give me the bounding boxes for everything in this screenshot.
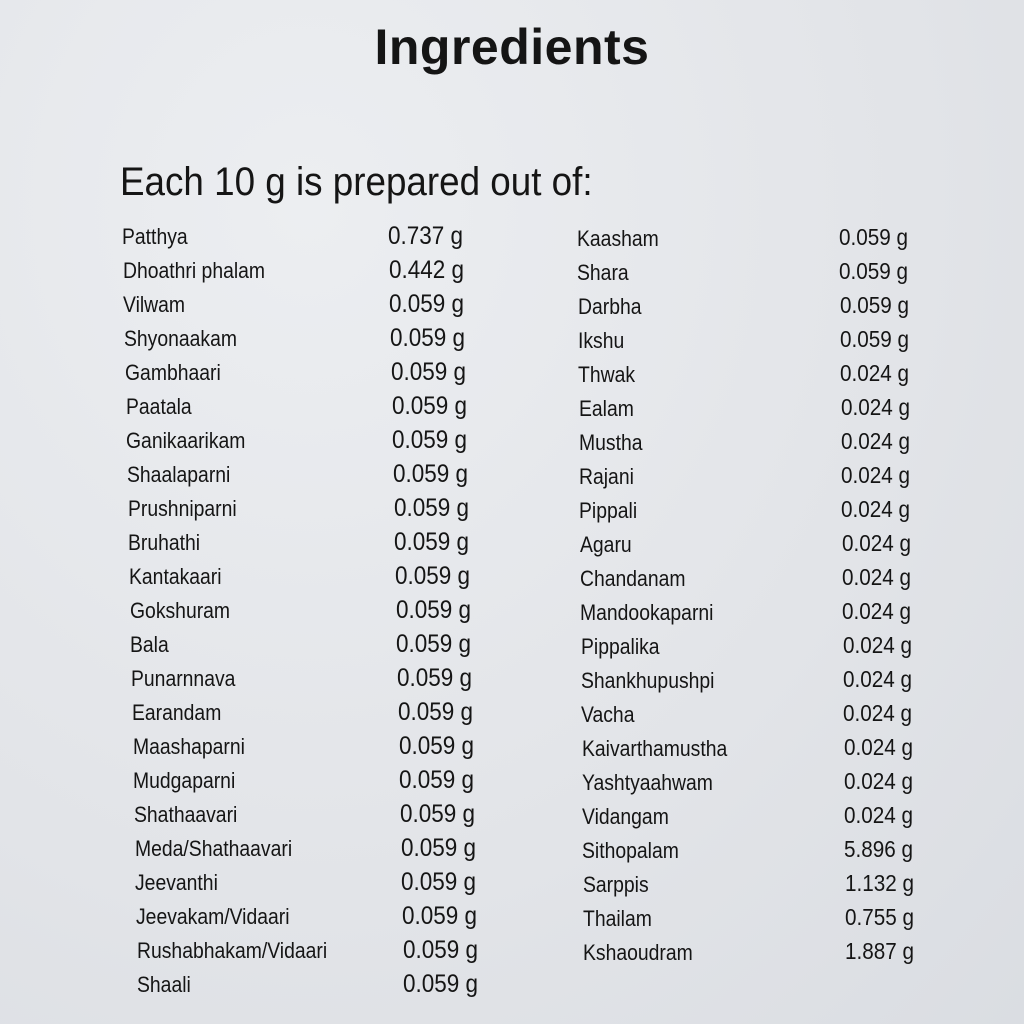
ingredient-name: Kshaoudram (583, 940, 694, 965)
ingredient-name: Vidangam (582, 804, 669, 829)
ingredient-amount: 0.024 g (841, 530, 911, 556)
ingredient-name: Vacha (581, 702, 635, 727)
ingredient-amount: 0.059 g (402, 902, 478, 930)
ingredient-name: Shaali (137, 972, 192, 997)
ingredient-name: Ealam (578, 396, 634, 421)
ingredient-amount: 0.024 g (843, 700, 913, 726)
ingredient-amount: 0.059 g (839, 258, 909, 284)
ingredient-amount: 0.059 g (401, 868, 477, 896)
ingredient-name: Dhoathri phalam (122, 258, 265, 283)
ingredient-amount: 0.024 g (842, 632, 912, 658)
ingredient-name: Shathaavari (133, 802, 238, 827)
ingredient-amount: 0.024 g (844, 802, 914, 828)
ingredient-name: Sithopalam (582, 838, 680, 863)
ingredient-name: Punarnnava (131, 666, 236, 691)
ingredient-name: Maashaparni (132, 734, 245, 759)
ingredient-amount: 0.059 g (403, 970, 479, 998)
ingredient-amount: 0.059 g (399, 766, 475, 794)
ingredient-name: Vilwam (123, 292, 186, 317)
ingredient-name: Gambhaari (124, 360, 221, 385)
ingredient-amount: 1.887 g (845, 938, 915, 964)
ingredient-name: Chandanam (580, 566, 686, 591)
ingredient-amount: 0.059 g (397, 698, 473, 726)
ingredient-name: Mandookaparni (580, 600, 714, 625)
subtitle: Each 10 g is prepared out of: (120, 160, 593, 204)
ingredient-name: Pippali (579, 498, 638, 523)
ingredient-amount: 0.059 g (399, 800, 475, 828)
ingredient-amount: 0.059 g (395, 596, 471, 624)
ingredient-name: Ikshu (577, 328, 625, 353)
ingredient-name: Mudgaparni (133, 768, 236, 793)
ingredient-amount: 0.059 g (839, 224, 909, 250)
ingredient-name: Shara (577, 260, 629, 285)
ingredient-amount: 0.059 g (391, 392, 467, 420)
ingredient-name: Jeevanthi (135, 870, 219, 895)
ingredient-amount: 0.059 g (395, 562, 471, 590)
ingredient-amount: 0.024 g (842, 564, 912, 590)
ingredient-amount: 0.059 g (400, 834, 476, 862)
ingredient-amount: 0.024 g (840, 394, 910, 420)
ingredient-name: Ganikaarikam (126, 428, 246, 453)
ingredient-amount: 0.024 g (840, 428, 910, 454)
ingredient-amount: 1.132 g (844, 870, 914, 896)
ingredient-name: Agaru (579, 532, 632, 557)
ingredient-name: Gokshuram (129, 598, 230, 623)
ingredient-amount: 0.059 g (389, 290, 465, 318)
ingredient-name: Bala (130, 632, 170, 657)
ingredient-amount: 0.059 g (392, 426, 468, 454)
ingredient-name: Darbha (577, 294, 642, 319)
ingredient-amount: 0.737 g (388, 222, 464, 250)
ingredient-amount: 0.024 g (841, 462, 911, 488)
ingredient-name: Paatala (125, 394, 192, 419)
ingredient-amount: 0.059 g (397, 664, 473, 692)
ingredient-amount: 0.059 g (396, 630, 472, 658)
ingredient-amount: 0.024 g (842, 598, 912, 624)
ingredient-name: Bruhathi (128, 530, 201, 555)
ingredient-amount: 0.024 g (843, 734, 913, 760)
ingredient-name: Kaivarthamustha (581, 736, 727, 761)
ingredient-name: Jeevakam/Vidaari (136, 904, 290, 929)
ingredient-name: Rushabhakam/Vidaari (136, 938, 327, 963)
ingredient-amount: 0.024 g (843, 768, 913, 794)
ingredient-name: Earandam (131, 700, 222, 725)
ingredient-amount: 5.896 g (844, 836, 914, 862)
ingredient-name: Rajani (579, 464, 634, 489)
ingredient-name: Meda/Shathaavari (134, 836, 292, 861)
ingredient-name: Thwak (578, 362, 636, 387)
ingredient-name: Shankhupushpi (580, 668, 715, 693)
ingredient-amount: 0.059 g (398, 732, 474, 760)
ingredient-name: Shyonaakam (124, 326, 238, 351)
ingredient-name: Thailam (583, 906, 652, 931)
ingredient-amount: 0.059 g (390, 358, 466, 386)
ingredient-name: Patthya (122, 224, 188, 249)
ingredient-amount: 0.059 g (394, 528, 470, 556)
ingredient-amount: 0.024 g (842, 666, 912, 692)
ingredient-amount: 0.059 g (392, 460, 468, 488)
ingredient-amount: 0.059 g (393, 494, 469, 522)
page-title: Ingredients (374, 19, 650, 75)
ingredient-amount: 0.059 g (390, 324, 466, 352)
ingredient-amount: 0.059 g (839, 326, 909, 352)
ingredient-name: Yashtyaahwam (581, 770, 713, 795)
ingredient-amount: 0.024 g (840, 360, 910, 386)
ingredient-name: Kantakaari (129, 564, 222, 589)
ingredient-amount: 0.059 g (402, 936, 478, 964)
ingredient-amount: 0.442 g (388, 256, 464, 284)
ingredient-name: Pippalika (580, 634, 660, 659)
ingredient-name: Kaasham (577, 226, 659, 251)
ingredient-amount: 0.059 g (839, 292, 909, 318)
ingredient-amount: 0.755 g (845, 904, 915, 930)
ingredient-name: Shaalaparni (126, 462, 231, 487)
ingredient-name: Mustha (578, 430, 643, 455)
ingredient-amount: 0.024 g (841, 496, 911, 522)
ingredient-name: Prushniparni (127, 496, 237, 521)
ingredient-name: Sarppis (582, 872, 649, 897)
